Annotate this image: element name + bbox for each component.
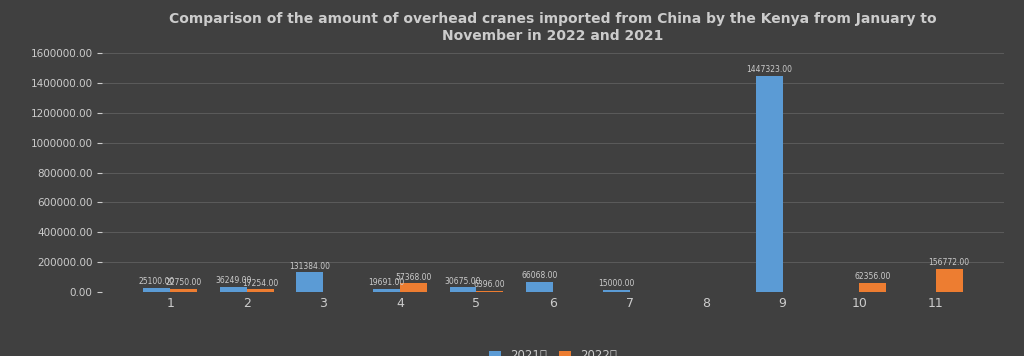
Legend: 2021年, 2022年: 2021年, 2022年 bbox=[488, 349, 617, 356]
Text: 66068.00: 66068.00 bbox=[521, 271, 558, 280]
Text: 131384.00: 131384.00 bbox=[290, 262, 331, 271]
Text: 25100.00: 25100.00 bbox=[138, 277, 175, 286]
Text: 19691.00: 19691.00 bbox=[369, 278, 404, 287]
Bar bbox=[603, 290, 630, 292]
Bar bbox=[526, 282, 553, 292]
Text: 17254.00: 17254.00 bbox=[242, 278, 279, 288]
Text: 156772.00: 156772.00 bbox=[929, 258, 970, 267]
Bar bbox=[373, 289, 399, 292]
Bar bbox=[936, 268, 963, 292]
Text: 1447323.00: 1447323.00 bbox=[746, 66, 793, 74]
Text: 36249.00: 36249.00 bbox=[215, 276, 252, 285]
Text: 62356.00: 62356.00 bbox=[854, 272, 891, 281]
Text: 30675.00: 30675.00 bbox=[444, 277, 481, 286]
Bar bbox=[297, 272, 324, 292]
Bar bbox=[143, 288, 170, 292]
Bar bbox=[247, 289, 273, 292]
Bar bbox=[170, 288, 197, 292]
Bar bbox=[859, 283, 886, 292]
Text: 57368.00: 57368.00 bbox=[395, 273, 431, 282]
Bar bbox=[756, 76, 782, 292]
Bar bbox=[450, 287, 476, 292]
Text: 6396.00: 6396.00 bbox=[474, 280, 506, 289]
Title: Comparison of the amount of overhead cranes imported from China by the Kenya fro: Comparison of the amount of overhead cra… bbox=[169, 12, 937, 42]
Bar bbox=[220, 287, 247, 292]
Text: 15000.00: 15000.00 bbox=[598, 279, 634, 288]
Text: 22750.00: 22750.00 bbox=[166, 278, 202, 287]
Bar bbox=[399, 283, 427, 292]
Bar bbox=[476, 291, 503, 292]
